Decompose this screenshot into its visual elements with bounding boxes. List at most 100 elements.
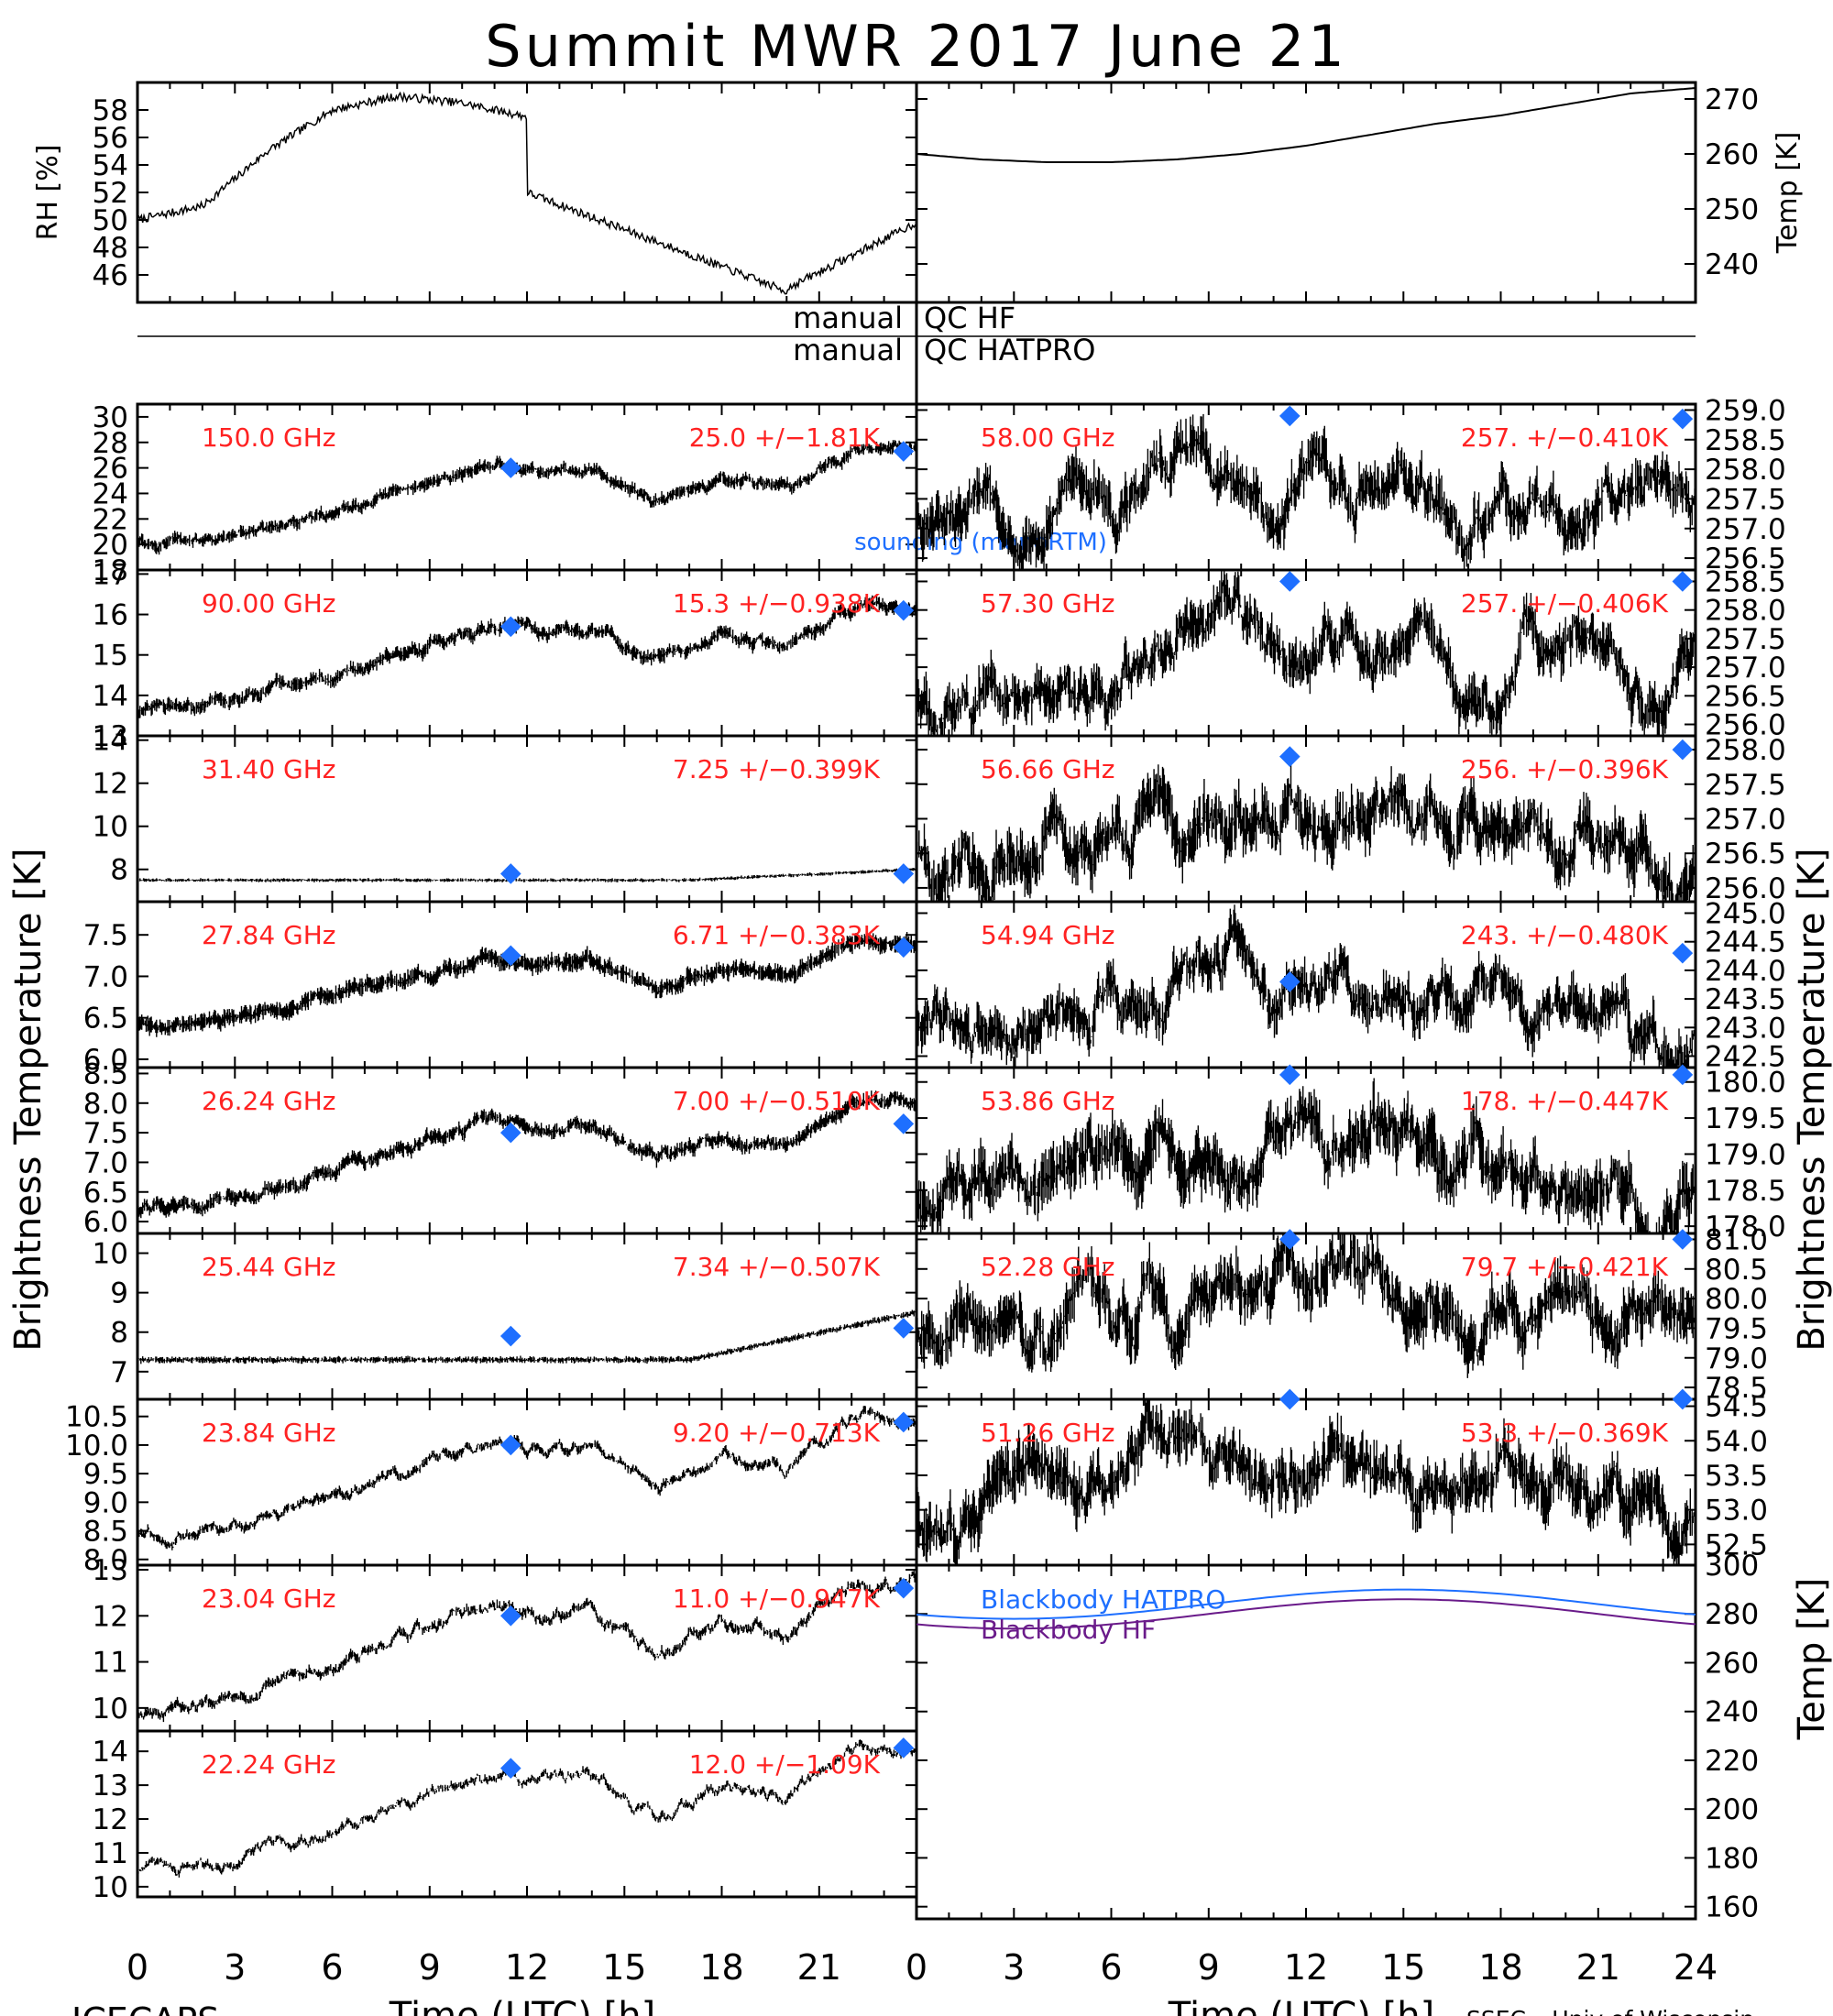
channel-right-1-trace [916,570,1696,736]
channel-right-3-stat: 243. +/−0.480K [1461,920,1669,950]
y-tick-label: 260 [1705,138,1759,171]
channel-right-0-trace [916,413,1696,570]
channel-right-5-y-axis: 78.579.079.580.080.581.0 [916,1223,1768,1405]
channel-right-4-x-ticks [916,1068,1696,1233]
y-tick-label: 10 [93,1693,128,1726]
y-tick-label: 8.0 [83,1088,128,1121]
sounding-label: sounding (monoRTM) [854,529,1107,556]
y-tick-label: 6.0 [83,1044,128,1077]
sounding-marker [499,1758,521,1779]
x-tick-label: 0 [126,1947,148,1988]
y-tick-label: 258.0 [1705,595,1786,628]
channel-right-5-freq: 52.28 GHz [981,1252,1115,1282]
sounding-marker [499,1325,521,1347]
y-tick-label: 243.5 [1705,983,1786,1016]
y-tick-label: 178.0 [1705,1211,1786,1244]
channel-left-2-stat: 7.25 +/−0.399K [673,754,881,784]
sounding-marker [1279,1229,1301,1250]
y-tick-label: 9 [110,1277,128,1310]
sounding-marker [499,1434,521,1456]
x-tick-label: 9 [1198,1947,1220,1988]
channel-right-3-trace [916,904,1696,1068]
y-tick-label: 18 [93,554,128,587]
y-tick-label: 258.5 [1705,424,1786,457]
y-tick-label: 257.0 [1705,513,1786,546]
y-tick-label: 243.0 [1705,1012,1786,1045]
x-tick-label: 6 [321,1947,343,1988]
sounding-marker [893,599,915,621]
channel-right-6-x-ticks [916,1399,1696,1565]
channel-left-6-stat: 9.20 +/−0.713K [673,1418,881,1448]
y-tick-label: 178.5 [1705,1175,1786,1208]
y-tick-label: 10 [93,1871,128,1904]
y-tick-label: 10.0 [65,1430,128,1463]
rh-trace [137,91,917,295]
x-tick-label: 0 [906,1947,927,1988]
sounding-marker [1279,1064,1301,1086]
y-tick-label: 78.5 [1705,1372,1768,1405]
sounding-marker [893,1737,915,1759]
y-tick-label: 256.5 [1705,838,1786,871]
channel-right-2-trace [916,763,1696,902]
blackbody-hatpro-trace [916,1588,1696,1620]
rh-ylabel: RH [%] [32,145,64,241]
channel-left-0-trace [137,440,917,555]
channel-left-6-x-ticks [137,1399,917,1565]
rh-panel-x-ticks [137,82,917,302]
channel-left-5-x-ticks [137,1233,917,1399]
temp-ylabel: Temp [K] [1772,132,1804,255]
y-tick-label: 256.0 [1705,872,1786,905]
channel-left-2-freq: 31.40 GHz [202,754,336,784]
y-tick-label: 240 [1705,1696,1759,1729]
y-tick-label: 6.5 [83,1177,128,1210]
qc-manual-hatpro: manual [793,333,903,367]
channel-left-1-x-ticks [137,570,917,736]
y-tick-label: 6.5 [83,1003,128,1035]
channel-left-5-freq: 25.44 GHz [202,1252,336,1282]
y-tick-label: 20 [93,529,128,562]
channel-right-3-x-ticks [916,902,1696,1068]
channel-left-4-y-axis: 6.06.57.07.58.08.5 [83,1057,916,1239]
channel-left-5-y-axis: 7 8 9 10 [93,1238,916,1389]
y-tick-label: 14 [93,680,128,713]
channel-left-7-trace [137,1571,917,1723]
y-tick-label: 257.0 [1705,804,1786,837]
channel-right-1-stat: 257. +/−0.406K [1461,588,1669,619]
channel-left-6-freq: 23.84 GHz [202,1418,336,1448]
y-tick-label: 80.5 [1705,1254,1768,1287]
y-tick-label: 80.0 [1705,1283,1768,1316]
y-tick-label: 8.0 [83,1544,128,1577]
channel-right-5-trace [916,1233,1696,1378]
channel-left-3-stat: 6.71 +/−0.383K [673,920,881,950]
y-tick-label: 258.0 [1705,454,1786,487]
y-tick-label: 14 [93,1736,128,1769]
y-tick-label: 22 [93,503,128,536]
channel-left-2-trace [137,868,917,882]
channel-left-4-stat: 7.00 +/−0.510K [673,1086,881,1116]
x-tick-label: 6 [1100,1947,1122,1988]
y-tick-label: 8 [110,854,128,887]
y-tick-label: 46 [93,259,128,292]
y-tick-label: 257.5 [1705,623,1786,656]
y-tick-label: 52.5 [1705,1528,1768,1561]
y-tick-label: 244.0 [1705,955,1786,988]
y-tick-label: 7.5 [83,1117,128,1150]
y-tick-label: 300 [1705,1550,1759,1583]
blackbody-ylabel: Temp [K] [1791,1578,1833,1741]
y-tick-label: 7 [110,1356,128,1389]
channel-left-1-trace [137,595,917,718]
channel-left-3-freq: 27.84 GHz [202,920,336,950]
y-tick-label: 280 [1705,1598,1759,1631]
temp-panel-y-axis: 240 250 260 270 [916,83,1759,281]
channel-left-2-x-ticks [137,736,917,902]
y-tick-label: 9.0 [83,1486,128,1519]
y-tick-label: 257.5 [1705,483,1786,516]
y-tick-label: 180.0 [1705,1067,1786,1100]
qc-hf-label: QC HF [924,301,1015,335]
channel-left-0-stat: 25.0 +/−1.81K [689,422,881,453]
y-tick-label: 12 [93,768,128,801]
